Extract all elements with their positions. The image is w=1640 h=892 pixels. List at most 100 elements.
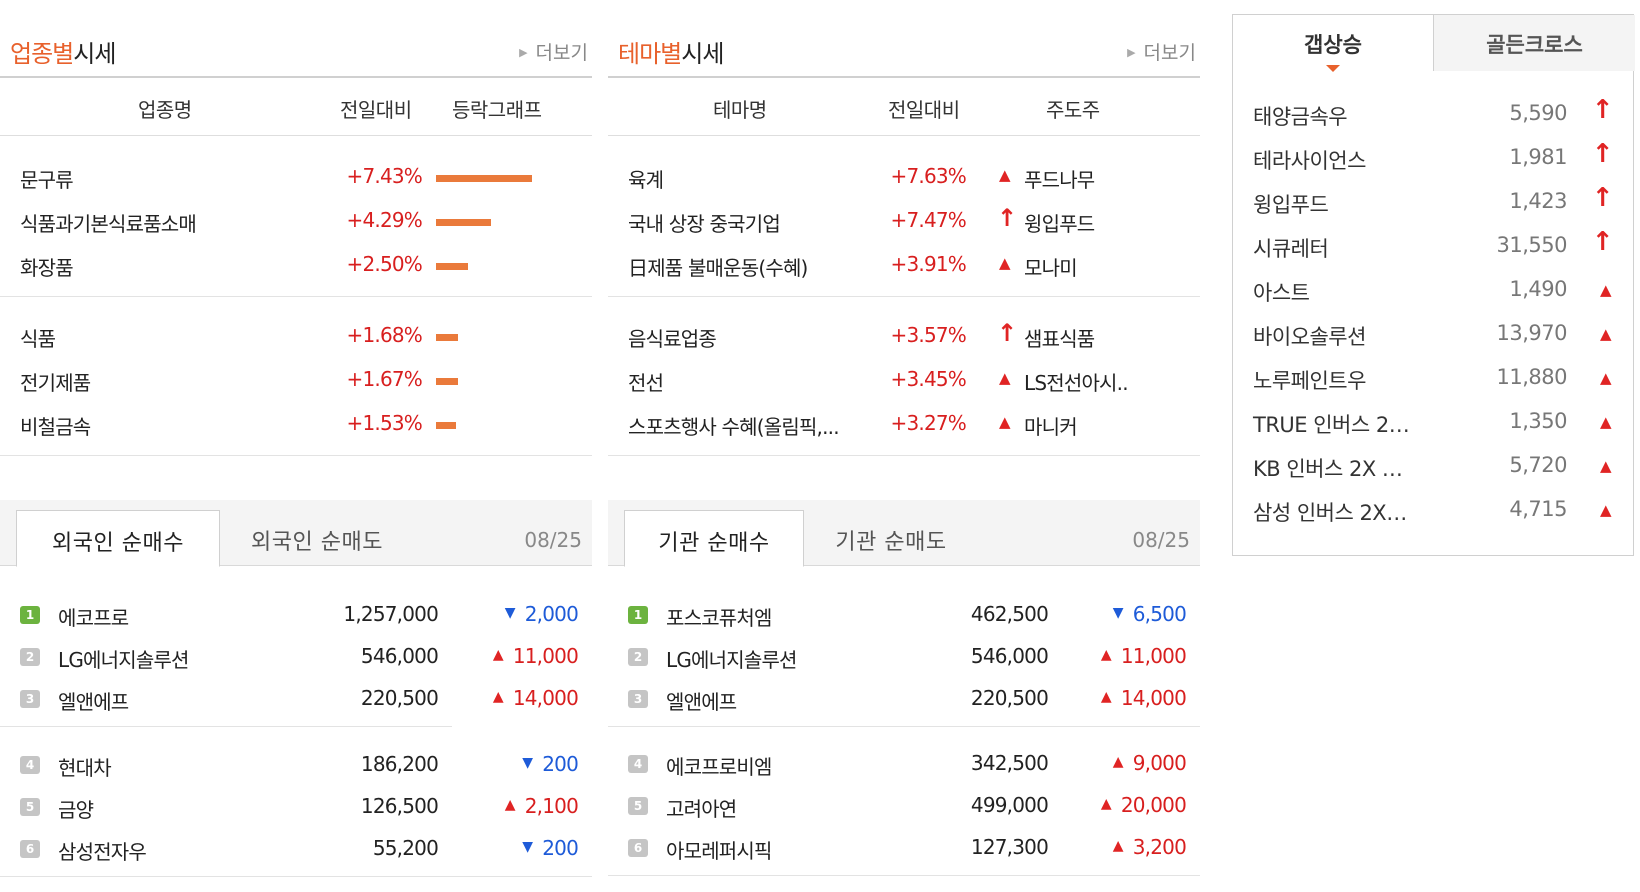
rank-badge: 1	[628, 606, 648, 624]
gap-row[interactable]: 아스트 1,490 ▲	[1233, 267, 1633, 311]
theme-row[interactable]: 국내 상장 중국기업 +7.47% ↑ 윙입푸드	[608, 198, 1200, 242]
theme-name[interactable]: 스포츠행사 수혜(올림픽,...	[628, 415, 840, 439]
stock-name[interactable]: 태양금속우	[1253, 105, 1348, 129]
gap-row[interactable]: 윙입푸드 1,423 ↑	[1233, 179, 1633, 223]
stock-name[interactable]: 아모레퍼시픽	[666, 839, 772, 863]
gap-row[interactable]: KB 인버스 2X … 5,720 ▲	[1233, 443, 1633, 487]
stock-name[interactable]: 윙입푸드	[1253, 193, 1329, 217]
theme-list: 육계 +7.63% ▲ 푸드나무 국내 상장 중국기업 +7.47% ↑ 윙입푸드 日제품 불매…	[608, 136, 1200, 456]
stock-name[interactable]: 테라사이언스	[1253, 149, 1366, 173]
stock-price: 220,500	[970, 686, 1049, 710]
stock-change: 14,000	[1120, 686, 1187, 710]
stock-name[interactable]: 삼성전자우	[58, 840, 147, 864]
stock-name[interactable]: 금양	[58, 798, 94, 822]
gap-row[interactable]: 노루페인트우 11,880 ▲	[1233, 355, 1633, 399]
ranking-row[interactable]: 2 LG에너지솔루션 546,000 ▲ 11,000	[0, 634, 592, 676]
sector-name[interactable]: 식품과기본식료품소매	[20, 212, 197, 236]
sector-name[interactable]: 비철금속	[20, 415, 91, 439]
ranking-row[interactable]: 3 엘앤에프 220,500 ▲ 14,000	[608, 676, 1200, 718]
gap-tab-strip: 갭상승 골든크로스	[1233, 15, 1635, 72]
sector-panel: 업종별시세 ▶ 더보기 업종명 전일대비 등락그래프 문구류 +7.43% 식품과기본…	[0, 0, 592, 470]
sector-name[interactable]: 식품	[20, 327, 56, 351]
up-triangle-icon: ▲	[1112, 838, 1124, 854]
gap-row[interactable]: 바이오솔루션 13,970 ▲	[1233, 311, 1633, 355]
theme-name[interactable]: 음식료업종	[628, 327, 717, 351]
rank-badge: 4	[628, 755, 648, 773]
ranking-row[interactable]: 4 현대차 186,200 ▼ 200	[0, 742, 592, 784]
theme-name[interactable]: 육계	[628, 168, 664, 192]
up-arrow-icon: ↑	[997, 319, 1017, 347]
ranking-row[interactable]: 6 아모레퍼시픽 127,300 ▲ 3,200	[608, 825, 1200, 867]
stock-name[interactable]: LG에너지솔루션	[666, 648, 797, 672]
stock-change: 3,200	[1132, 835, 1187, 859]
gap-row[interactable]: 삼성 인버스 2X… 4,715 ▲	[1233, 487, 1633, 531]
gap-row[interactable]: 시큐레터 31,550 ↑	[1233, 223, 1633, 267]
stock-name[interactable]: 바이오솔루션	[1253, 325, 1366, 349]
tab-foreign-net-buy[interactable]: 외국인 순매수	[16, 510, 220, 567]
theme-row[interactable]: 日제품 불매운동(수혜) +3.91% ▲ 모나미	[608, 242, 1200, 286]
sector-name[interactable]: 전기제품	[20, 371, 91, 395]
change-bar	[436, 175, 532, 182]
rank-badge: 1	[20, 606, 40, 624]
sector-row[interactable]: 문구류 +7.43%	[0, 154, 592, 198]
tab-golden-cross[interactable]: 골든크로스	[1433, 15, 1635, 71]
theme-leader-stock[interactable]: 윙입푸드	[1024, 212, 1095, 236]
theme-name[interactable]: 국내 상장 중국기업	[628, 212, 781, 236]
stock-name[interactable]: KB 인버스 2X …	[1253, 457, 1403, 481]
ranking-row[interactable]: 2 LG에너지솔루션 546,000 ▲ 11,000	[608, 634, 1200, 676]
theme-row[interactable]: 전선 +3.45% ▲ LS전선아시..	[608, 357, 1200, 401]
ranking-row[interactable]: 3 엘앤에프 220,500 ▲ 14,000	[0, 676, 592, 718]
theme-more-link[interactable]: ▶ 더보기	[1127, 42, 1196, 64]
stock-name[interactable]: 노루페인트우	[1253, 369, 1366, 393]
tab-gap-up[interactable]: 갭상승	[1233, 15, 1433, 72]
theme-leader-stock[interactable]: 모나미	[1024, 256, 1078, 280]
theme-row[interactable]: 스포츠행사 수혜(올림픽,... +3.27% ▲ 마니커	[608, 401, 1200, 445]
stock-name[interactable]: 아스트	[1253, 281, 1310, 305]
stock-name[interactable]: 에코프로	[58, 606, 129, 630]
theme-change: +3.27%	[890, 411, 967, 435]
theme-name[interactable]: 日제품 불매운동(수혜)	[628, 256, 808, 280]
theme-leader-stock[interactable]: LS전선아시..	[1024, 371, 1129, 395]
ranking-row[interactable]: 1 에코프로 1,257,000 ▼ 2,000	[0, 592, 592, 634]
stock-name[interactable]: LG에너지솔루션	[58, 648, 189, 672]
stock-name[interactable]: 고려아연	[666, 797, 737, 821]
stock-name[interactable]: 시큐레터	[1253, 237, 1329, 261]
ranking-row[interactable]: 5 고려아연 499,000 ▲ 20,000	[608, 783, 1200, 825]
stock-name[interactable]: 삼성 인버스 2X…	[1253, 501, 1407, 525]
stock-name[interactable]: TRUE 인버스 2…	[1253, 413, 1410, 437]
sector-row[interactable]: 식품과기본식료품소매 +4.29%	[0, 198, 592, 242]
gap-row[interactable]: TRUE 인버스 2… 1,350 ▲	[1233, 399, 1633, 443]
theme-change: +3.57%	[890, 323, 967, 347]
ranking-row[interactable]: 5 금양 126,500 ▲ 2,100	[0, 784, 592, 826]
sector-row[interactable]: 비철금속 +1.53%	[0, 401, 592, 445]
stock-name[interactable]: 포스코퓨처엠	[666, 606, 772, 630]
theme-leader-stock[interactable]: 푸드나무	[1024, 168, 1095, 192]
tab-institution-net-sell[interactable]: 기관 순매도	[835, 530, 947, 555]
sector-name[interactable]: 화장품	[20, 256, 74, 280]
tab-foreign-net-sell[interactable]: 외국인 순매도	[251, 530, 383, 555]
sector-row[interactable]: 전기제품 +1.67%	[0, 357, 592, 401]
stock-name[interactable]: 엘앤에프	[58, 690, 129, 714]
sector-row[interactable]: 화장품 +2.50%	[0, 242, 592, 286]
up-arrow-icon: ↑	[1591, 95, 1614, 125]
sector-row[interactable]: 식품 +1.68%	[0, 313, 592, 357]
stock-change: 9,000	[1132, 751, 1187, 775]
theme-row[interactable]: 음식료업종 +3.57% ↑ 샘표식품	[608, 313, 1200, 357]
gap-row[interactable]: 태양금속우 5,590 ↑	[1233, 91, 1633, 135]
theme-leader-stock[interactable]: 마니커	[1024, 415, 1078, 439]
sector-more-link[interactable]: ▶ 더보기	[519, 42, 588, 64]
rank-badge: 5	[628, 797, 648, 815]
gap-row[interactable]: 테라사이언스 1,981 ↑	[1233, 135, 1633, 179]
ranking-row[interactable]: 4 에코프로비엠 342,500 ▲ 9,000	[608, 741, 1200, 783]
ranking-row[interactable]: 1 포스코퓨처엠 462,500 ▼ 6,500	[608, 592, 1200, 634]
ranking-row[interactable]: 6 삼성전자우 55,200 ▼ 200	[0, 826, 592, 868]
theme-name[interactable]: 전선	[628, 371, 664, 395]
stock-name[interactable]: 에코프로비엠	[666, 755, 772, 779]
rank-badge: 4	[20, 756, 40, 774]
stock-name[interactable]: 엘앤에프	[666, 690, 737, 714]
theme-row[interactable]: 육계 +7.63% ▲ 푸드나무	[608, 154, 1200, 198]
tab-institution-net-buy[interactable]: 기관 순매수	[624, 510, 804, 567]
sector-name[interactable]: 문구류	[20, 168, 74, 192]
theme-leader-stock[interactable]: 샘표식품	[1024, 327, 1095, 351]
stock-name[interactable]: 현대차	[58, 756, 112, 780]
